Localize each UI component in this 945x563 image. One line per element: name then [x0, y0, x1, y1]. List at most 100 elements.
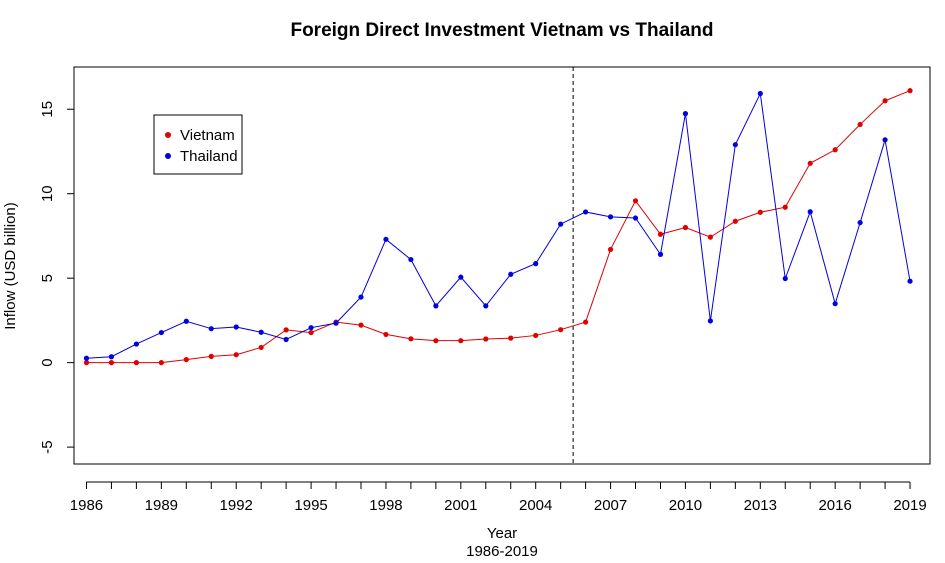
y-tick-label: 5: [39, 274, 56, 282]
data-point-vietnam: [308, 329, 314, 336]
x-tick-label: 2004: [519, 497, 552, 514]
y-axis-label: Inflow (USD billion): [2, 202, 19, 330]
y-tick-label: 10: [39, 185, 56, 202]
data-point-thailand: [408, 256, 414, 263]
data-point-vietnam: [583, 319, 589, 325]
data-point-vietnam: [632, 198, 639, 204]
data-point-thailand: [108, 354, 115, 360]
data-point-thailand: [732, 142, 738, 148]
data-point-thailand: [607, 214, 614, 220]
series-line-thailand: [86, 91, 911, 359]
x-axis-sublabel: 1986-2019: [466, 543, 538, 560]
data-point-vietnam: [133, 360, 139, 366]
data-point-thailand: [782, 275, 788, 282]
data-point-thailand: [558, 221, 564, 227]
legend-marker-thailand: [165, 153, 171, 159]
data-point-vietnam: [383, 331, 389, 338]
x-tick-label: 2019: [893, 497, 926, 514]
data-point-vietnam: [832, 147, 838, 153]
series-thailand: [83, 90, 913, 361]
data-point-vietnam: [458, 338, 464, 344]
data-point-thailand: [158, 329, 164, 336]
data-point-vietnam: [757, 209, 763, 215]
data-point-vietnam: [233, 352, 239, 358]
data-point-vietnam: [558, 327, 564, 333]
data-point-vietnam: [108, 360, 115, 366]
data-point-thailand: [907, 278, 913, 284]
data-point-thailand: [882, 137, 888, 143]
data-point-vietnam: [857, 121, 863, 128]
y-tick-label: 0: [39, 358, 56, 366]
x-tick-label: 1992: [220, 497, 253, 514]
data-point-thailand: [83, 355, 90, 361]
data-point-thailand: [183, 318, 189, 324]
legend-box: [153, 114, 243, 175]
data-point-thailand: [383, 236, 389, 242]
data-point-thailand: [757, 90, 763, 97]
data-point-thailand: [533, 261, 539, 267]
data-point-thailand: [657, 251, 664, 257]
data-point-vietnam: [508, 335, 514, 341]
data-point-vietnam: [533, 332, 539, 339]
data-point-vietnam: [258, 344, 264, 351]
data-point-vietnam: [483, 336, 489, 342]
x-tick-label: 2013: [744, 497, 777, 514]
data-point-vietnam: [433, 338, 439, 344]
data-point-thailand: [807, 209, 813, 215]
data-point-vietnam: [782, 204, 788, 210]
data-point-thailand: [308, 325, 314, 331]
data-point-thailand: [857, 219, 863, 226]
legend-label-vietnam: Vietnam: [180, 127, 235, 144]
data-point-thailand: [832, 301, 838, 307]
y-tick-label: -5: [39, 440, 56, 453]
x-tick-label: 1995: [294, 497, 327, 514]
data-point-thailand: [133, 341, 139, 347]
data-point-thailand: [508, 271, 514, 277]
x-axis-label: Year: [487, 525, 517, 542]
data-point-thailand: [483, 303, 489, 309]
chart-title: Foreign Direct Investment Vietnam vs Tha…: [290, 20, 713, 41]
legend-label-thailand: Thailand: [180, 148, 238, 165]
data-point-thailand: [632, 215, 639, 221]
data-point-thailand: [583, 209, 589, 215]
x-tick-label: 1998: [369, 497, 402, 514]
data-point-thailand: [258, 329, 264, 335]
x-tick-label: 2016: [818, 497, 851, 514]
legend-marker-vietnam: [165, 132, 171, 138]
x-tick-label: 2010: [669, 497, 702, 514]
data-point-thailand: [682, 111, 689, 117]
data-point-vietnam: [807, 160, 813, 166]
data-point-thailand: [433, 303, 439, 309]
data-point-vietnam: [283, 327, 289, 333]
data-point-thailand: [233, 324, 239, 330]
y-tick-label: 15: [39, 101, 56, 118]
data-point-vietnam: [183, 356, 189, 363]
data-point-vietnam: [83, 360, 90, 366]
data-point-vietnam: [707, 234, 713, 240]
data-point-vietnam: [882, 98, 888, 104]
data-point-vietnam: [682, 224, 689, 231]
series-vietnam: [83, 88, 913, 366]
x-tick-label: 1989: [145, 497, 178, 514]
x-tick-label: 1986: [70, 497, 103, 514]
data-point-vietnam: [607, 246, 614, 253]
data-point-vietnam: [358, 322, 364, 328]
x-tick-label: 2007: [594, 497, 627, 514]
data-point-thailand: [283, 336, 289, 343]
data-point-vietnam: [732, 218, 738, 224]
data-point-thailand: [707, 318, 713, 324]
data-point-vietnam: [657, 231, 664, 237]
y-axis: -5 0 5 10 15: [39, 101, 75, 454]
data-point-thailand: [458, 274, 464, 280]
legend: Vietnam Thailand: [153, 114, 243, 175]
data-point-vietnam: [158, 360, 164, 366]
x-axis: 1986 1989 1992 1995 1998 2001 2004 2007 2010 2013…: [70, 481, 927, 514]
series-line-vietnam: [86, 90, 911, 364]
data-point-thailand: [208, 326, 214, 332]
x-tick-label: 2001: [444, 497, 477, 514]
data-point-vietnam: [907, 88, 913, 94]
data-point-vietnam: [408, 336, 414, 342]
data-point-vietnam: [208, 353, 214, 359]
data-point-thailand: [358, 294, 364, 300]
